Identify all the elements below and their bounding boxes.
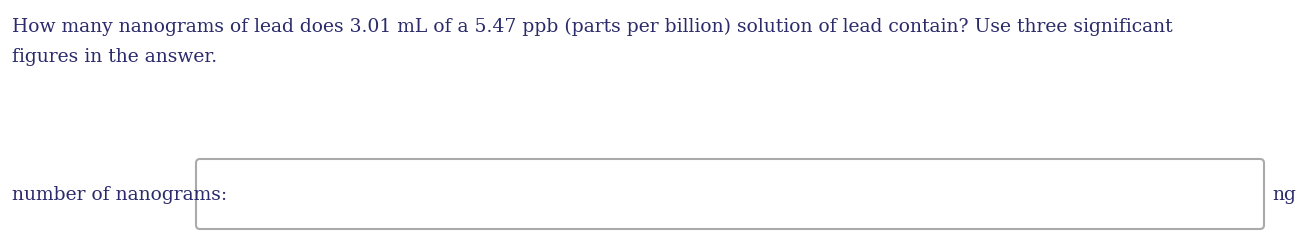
Text: number of nanograms:: number of nanograms: (12, 186, 228, 204)
Text: ng: ng (1271, 186, 1296, 204)
Text: figures in the answer.: figures in the answer. (12, 48, 217, 66)
Text: How many nanograms of lead does 3.01 mL of a 5.47 ppb (parts per billion) soluti: How many nanograms of lead does 3.01 mL … (12, 18, 1173, 36)
FancyBboxPatch shape (196, 159, 1264, 229)
